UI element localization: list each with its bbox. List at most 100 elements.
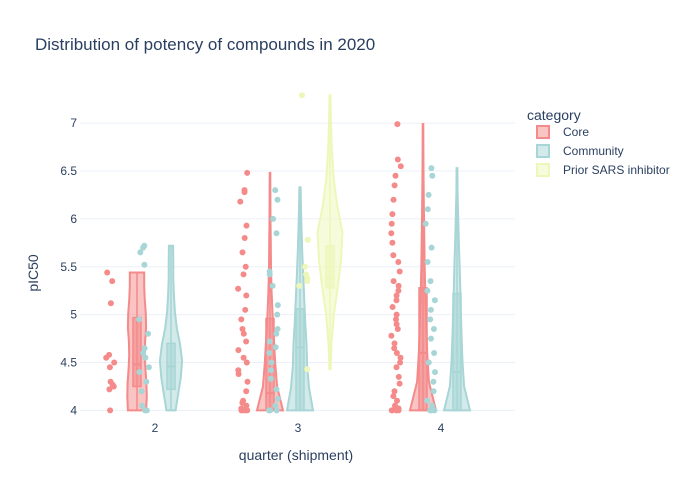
plot-area: [103, 92, 472, 414]
data-point: [391, 345, 398, 352]
legend-item-label[interactable]: Community: [563, 144, 624, 158]
data-point: [240, 354, 247, 361]
data-point: [388, 220, 395, 227]
violin-community-q3: [266, 186, 315, 414]
data-point: [393, 297, 400, 304]
data-point: [272, 402, 279, 409]
data-point: [394, 156, 401, 163]
data-point: [424, 397, 431, 404]
data-point: [296, 282, 303, 289]
data-point: [302, 263, 308, 270]
data-point: [304, 366, 311, 373]
data-point: [395, 373, 402, 380]
data-point: [266, 268, 273, 275]
violin-community-q2: [136, 242, 184, 414]
data-point: [424, 259, 431, 265]
data-point: [396, 380, 403, 387]
data-point: [141, 261, 148, 268]
data-point: [393, 311, 400, 318]
data-point: [106, 386, 113, 393]
data-point: [429, 172, 436, 179]
data-point: [235, 285, 242, 292]
violin-core-q4: [388, 121, 438, 414]
data-point: [240, 330, 247, 337]
box-iqr: [325, 244, 335, 289]
legend-item-label[interactable]: Core: [563, 125, 589, 139]
data-point: [397, 354, 404, 361]
data-point: [393, 364, 400, 371]
data-point: [269, 282, 276, 289]
data-point: [389, 239, 396, 246]
data-point: [106, 351, 113, 358]
data-point: [243, 338, 250, 345]
data-point: [424, 287, 431, 294]
data-point: [304, 236, 311, 243]
data-point: [395, 287, 402, 294]
data-point: [428, 335, 434, 342]
data-point: [389, 304, 396, 310]
data-point: [142, 354, 149, 361]
data-point: [274, 302, 281, 309]
data-point: [393, 350, 400, 356]
data-point: [428, 165, 435, 172]
data-point: [272, 344, 279, 351]
y-tick-label: 5.5: [60, 260, 77, 274]
data-point: [425, 359, 432, 366]
data-point: [139, 402, 146, 409]
data-point: [389, 211, 396, 218]
data-point: [235, 347, 242, 354]
legend-swatch[interactable]: [536, 144, 550, 158]
box-iqr: [295, 308, 305, 412]
data-point: [390, 278, 397, 285]
data-point: [427, 306, 434, 313]
data-point: [395, 259, 402, 265]
legend-item-label[interactable]: Prior SARS inhibitor: [563, 163, 670, 177]
y-tick-label: 7: [70, 116, 77, 130]
data-point: [242, 263, 249, 270]
y-tick-label: 6: [70, 212, 77, 226]
data-point: [393, 321, 400, 328]
data-point: [270, 215, 277, 222]
data-point: [235, 367, 242, 374]
data-point: [107, 407, 114, 414]
data-point: [138, 388, 145, 395]
data-point: [240, 397, 247, 404]
x-axis-ticks: 2 3 4: [152, 421, 445, 435]
y-axis-label: pIC50: [25, 254, 41, 292]
data-point: [238, 316, 245, 323]
data-point: [244, 169, 251, 176]
x-axis-label: quarter (shipment): [239, 447, 353, 463]
data-point: [143, 378, 150, 385]
data-point: [303, 271, 310, 278]
data-point: [242, 306, 249, 313]
data-point: [274, 326, 281, 332]
data-point: [273, 330, 280, 337]
legend-swatch[interactable]: [536, 125, 550, 139]
data-point: [273, 386, 280, 393]
data-point: [243, 359, 250, 366]
data-point: [396, 268, 403, 275]
data-point: [427, 278, 434, 285]
data-point: [141, 242, 148, 249]
data-point: [243, 222, 250, 229]
data-point: [243, 292, 250, 299]
data-point: [107, 300, 114, 307]
data-point: [429, 402, 435, 409]
data-point: [394, 121, 401, 128]
data-point: [137, 249, 144, 256]
data-point: [274, 395, 281, 402]
box-iqr: [452, 292, 462, 412]
data-point: [390, 252, 397, 259]
legend: category Core Community Prior SARS inhibit…: [527, 107, 670, 177]
data-point: [266, 407, 272, 414]
data-point: [273, 230, 280, 237]
data-point: [104, 269, 111, 276]
legend-swatch[interactable]: [536, 163, 550, 177]
data-point: [266, 338, 273, 345]
data-point: [145, 330, 152, 337]
violin-core-q3: [235, 169, 285, 414]
data-point: [397, 359, 404, 366]
data-point: [394, 397, 400, 404]
data-point: [241, 235, 248, 241]
